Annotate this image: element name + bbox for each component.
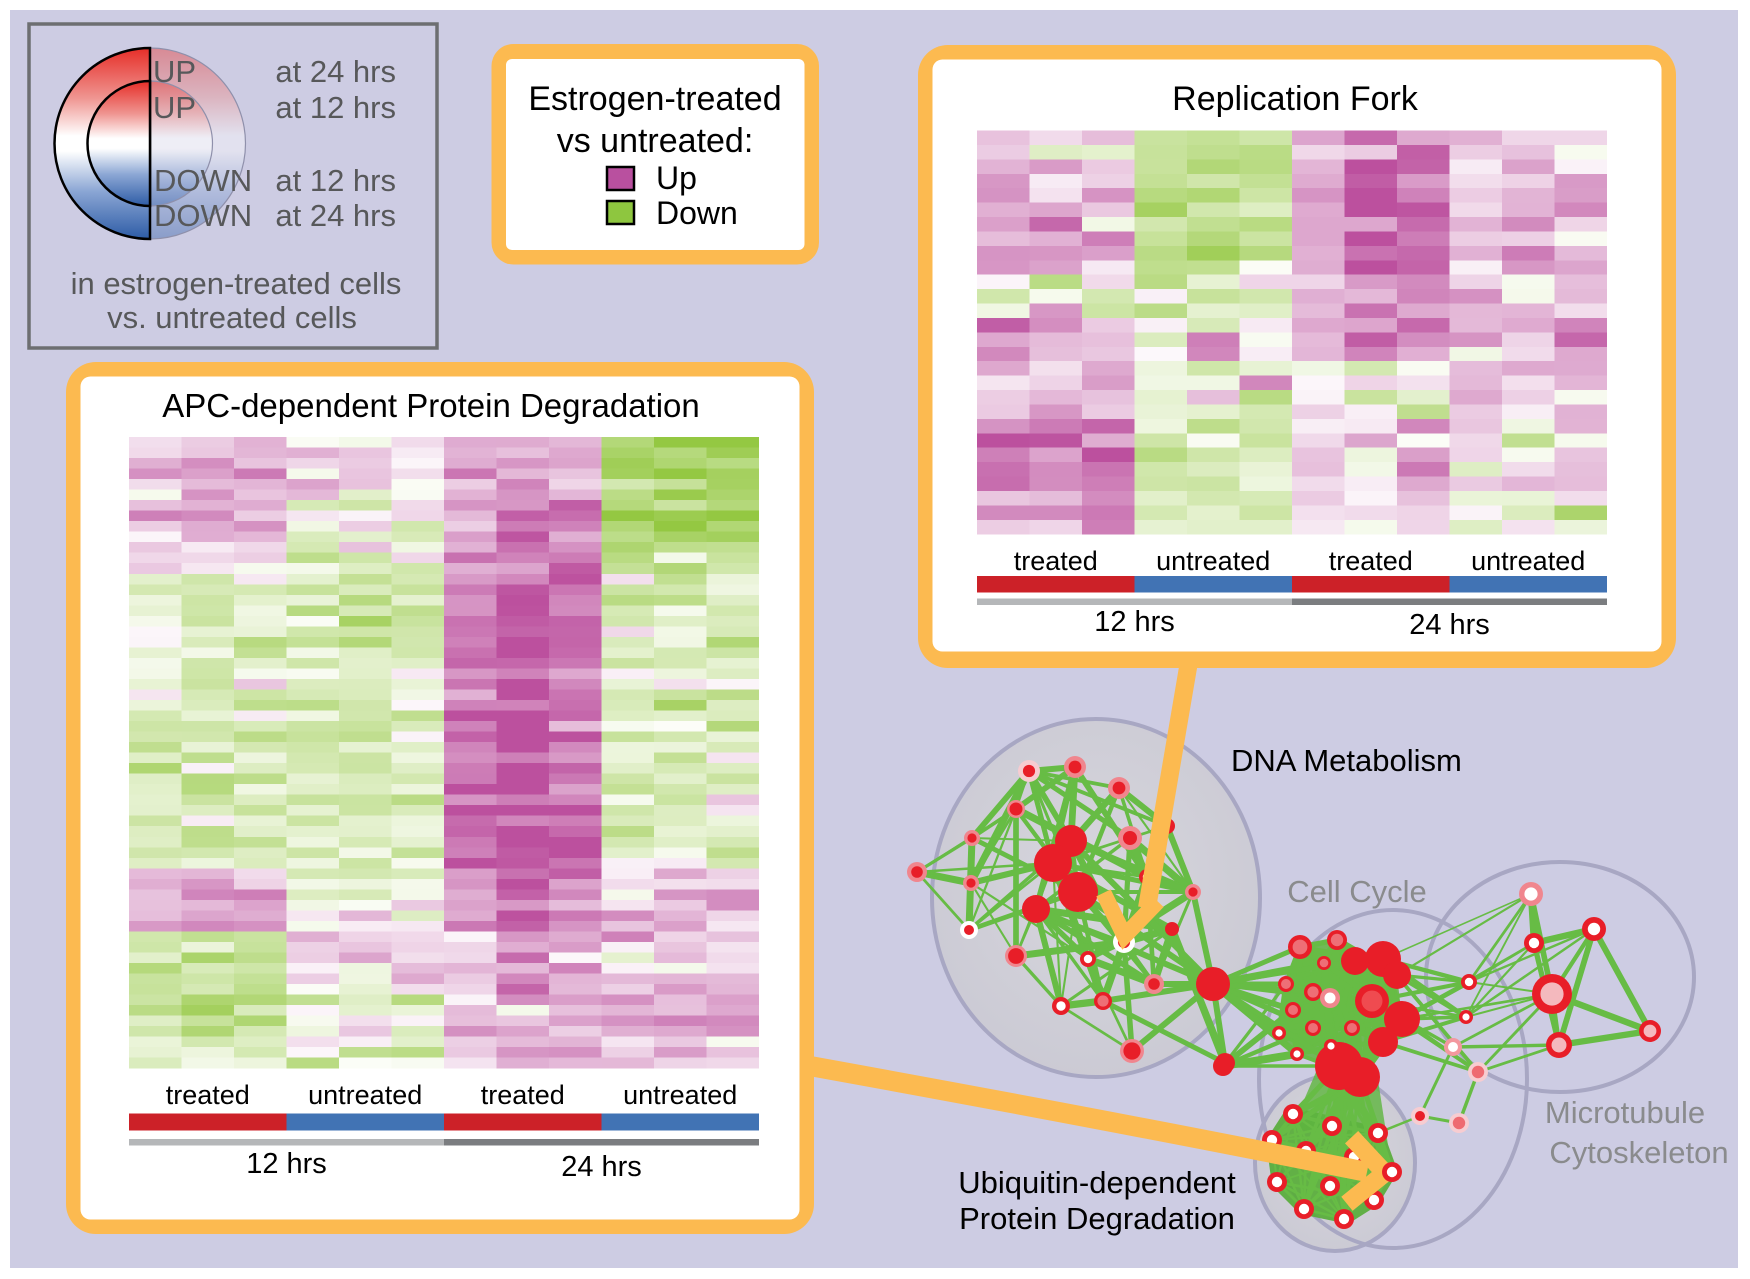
svg-text:24 hrs: 24 hrs	[1409, 609, 1490, 641]
svg-text:treated: treated	[1014, 546, 1098, 576]
svg-text:Ubiquitin-dependent: Ubiquitin-dependent	[958, 1165, 1236, 1200]
svg-text:at 24 hrs: at 24 hrs	[275, 54, 396, 89]
svg-text:in estrogen-treated cells: in estrogen-treated cells	[71, 266, 402, 301]
svg-text:Down: Down	[656, 195, 738, 231]
svg-text:12 hrs: 12 hrs	[1094, 606, 1175, 638]
svg-text:treated: treated	[1329, 546, 1413, 576]
svg-text:untreated: untreated	[308, 1080, 422, 1110]
svg-text:Up: Up	[656, 160, 697, 196]
svg-text:Cell Cycle: Cell Cycle	[1287, 874, 1427, 909]
svg-text:Estrogen-treated: Estrogen-treated	[528, 80, 781, 118]
svg-text:treated: treated	[481, 1080, 565, 1110]
svg-text:UP: UP	[153, 54, 196, 89]
svg-text:APC-dependent Protein Degradat: APC-dependent Protein Degradation	[162, 387, 700, 424]
svg-text:untreated: untreated	[623, 1080, 737, 1110]
svg-text:DNA Metabolism: DNA Metabolism	[1231, 743, 1462, 778]
svg-text:vs untreated:: vs untreated:	[557, 122, 754, 160]
svg-text:Protein Degradation: Protein Degradation	[959, 1201, 1235, 1236]
svg-text:Microtubule: Microtubule	[1545, 1095, 1705, 1130]
svg-text:Cytoskeleton: Cytoskeleton	[1549, 1135, 1728, 1170]
svg-text:UP: UP	[153, 90, 196, 125]
svg-text:treated: treated	[166, 1080, 250, 1110]
svg-text:vs. untreated cells: vs. untreated cells	[107, 300, 357, 335]
svg-text:DOWN: DOWN	[154, 198, 252, 233]
svg-text:at 12 hrs: at 12 hrs	[275, 163, 396, 198]
svg-text:24 hrs: 24 hrs	[561, 1151, 642, 1183]
svg-text:at 24 hrs: at 24 hrs	[275, 198, 396, 233]
svg-text:untreated: untreated	[1471, 546, 1585, 576]
svg-text:12 hrs: 12 hrs	[246, 1148, 327, 1180]
svg-text:Replication Fork: Replication Fork	[1172, 80, 1419, 118]
svg-text:DOWN: DOWN	[154, 163, 252, 198]
svg-text:at 12 hrs: at 12 hrs	[275, 90, 396, 125]
svg-text:untreated: untreated	[1156, 546, 1270, 576]
